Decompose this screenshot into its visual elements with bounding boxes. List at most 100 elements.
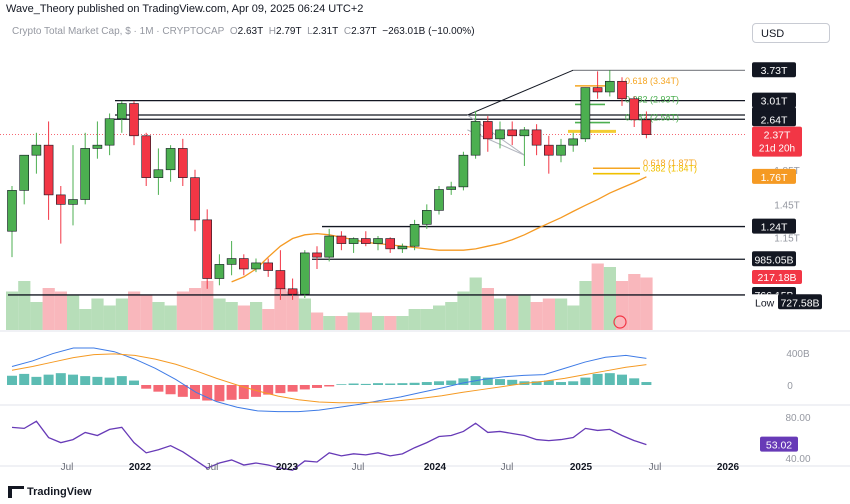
volume-bar bbox=[579, 281, 592, 330]
candle-body bbox=[68, 199, 78, 205]
volume-bar bbox=[115, 298, 128, 330]
candle-body bbox=[43, 144, 54, 196]
macd-histogram-bar bbox=[31, 376, 42, 385]
low-value: 2.31T bbox=[312, 26, 339, 37]
candle-body bbox=[385, 238, 396, 250]
fib-level-label: 0.618 (3.34T) bbox=[625, 76, 679, 86]
macd-histogram-bar bbox=[165, 385, 176, 395]
fib-zone bbox=[568, 129, 616, 133]
low-label: L bbox=[307, 26, 313, 37]
candle-body bbox=[202, 219, 212, 279]
macd-histogram-bar bbox=[531, 381, 542, 385]
macd-line bbox=[11, 347, 647, 413]
volume-bar bbox=[18, 281, 31, 330]
fib-level-label: 0.618 (1.87T) bbox=[643, 158, 697, 168]
fib-level-label: 0.382 (2.58T) bbox=[625, 113, 679, 123]
macd-histogram-bar bbox=[177, 385, 188, 397]
candle-body bbox=[299, 252, 310, 295]
volume-bar bbox=[311, 312, 324, 330]
macd-histogram-bar bbox=[299, 385, 310, 390]
level-price-label: 3.01T bbox=[761, 96, 788, 108]
volume-bar bbox=[494, 298, 507, 330]
time-axis-tick: 2022 bbox=[129, 462, 152, 473]
low-label: Low bbox=[755, 297, 775, 309]
candle-body bbox=[617, 80, 627, 100]
macd-histogram-bar bbox=[641, 382, 652, 385]
candle-body bbox=[214, 264, 225, 279]
candle-body bbox=[458, 154, 469, 188]
volume-bar bbox=[286, 291, 299, 330]
macd-histogram-bar bbox=[385, 383, 396, 385]
volume-bar bbox=[616, 281, 629, 330]
level-price-label: 2.64T bbox=[761, 114, 788, 126]
candle-body bbox=[287, 288, 298, 295]
open-label: O bbox=[229, 26, 238, 37]
volume-label-box bbox=[752, 270, 802, 284]
low-price-box bbox=[778, 294, 822, 310]
fib-level-label: 0.382 (1.84T) bbox=[643, 164, 697, 174]
ema-price-label-box bbox=[752, 168, 796, 184]
volume-bar bbox=[201, 281, 214, 330]
ema-price-label: 1.76T bbox=[761, 172, 788, 184]
volume-bar bbox=[347, 312, 360, 330]
time-axis-tick: 2023 bbox=[276, 462, 299, 473]
time-axis-tick: Jul bbox=[501, 462, 514, 473]
candle-body bbox=[7, 190, 17, 232]
volume-bar bbox=[603, 267, 616, 330]
macd-histogram-bar bbox=[604, 373, 615, 385]
macd-histogram-bar bbox=[336, 384, 347, 385]
macd-histogram-bar bbox=[68, 374, 78, 385]
rsi-value-box bbox=[760, 436, 798, 452]
macd-histogram-bar bbox=[592, 373, 603, 385]
time-axis-tick: 2024 bbox=[424, 462, 447, 473]
currency-button[interactable]: USD bbox=[752, 23, 830, 43]
macd-histogram-bar bbox=[617, 374, 627, 385]
volume-bar bbox=[250, 302, 263, 330]
volume-bar bbox=[420, 309, 433, 330]
macd-histogram-bar bbox=[568, 381, 579, 385]
macd-histogram-bar bbox=[129, 380, 139, 385]
candle-body bbox=[519, 129, 530, 137]
level-price-label-box bbox=[752, 251, 796, 267]
volume-bar bbox=[164, 305, 177, 330]
countdown-label: 21d 20h bbox=[759, 144, 795, 155]
candle-body bbox=[190, 177, 200, 221]
macd-histogram-bar bbox=[409, 382, 420, 385]
volume-bar bbox=[262, 309, 275, 330]
macd-histogram-bar bbox=[153, 385, 164, 392]
candle-body bbox=[178, 148, 188, 178]
macd-histogram-bar bbox=[19, 373, 30, 385]
macd-histogram-bar bbox=[7, 375, 17, 385]
candle-body bbox=[360, 238, 371, 244]
volume-bar bbox=[213, 298, 226, 330]
time-axis-tick: Jul bbox=[61, 462, 74, 473]
low-price-label: 727.58B bbox=[780, 297, 819, 309]
volume-bar bbox=[128, 291, 141, 330]
low-label-box bbox=[752, 294, 778, 310]
macd-histogram-bar bbox=[373, 383, 383, 385]
macd-histogram-bar bbox=[360, 383, 371, 385]
fib-level-label: 0.382 (2.93T) bbox=[625, 94, 679, 104]
volume-bar bbox=[542, 298, 555, 330]
candle-body bbox=[348, 238, 359, 244]
volume-bar bbox=[628, 274, 641, 330]
rsi-line bbox=[11, 420, 647, 471]
ema-line bbox=[231, 176, 647, 283]
high-price-label: 3.73T bbox=[761, 65, 788, 77]
rsi-axis-tick: 40.00 bbox=[785, 454, 810, 465]
time-axis-tick: Jul bbox=[649, 462, 662, 473]
candle-body bbox=[421, 210, 432, 225]
candle-body bbox=[629, 98, 640, 121]
price-chart[interactable]: 0.618 (3.34T) 0.382 (2.93T) 0.382 (2.58T) 0… bbox=[0, 0, 850, 486]
macd-histogram-bar bbox=[263, 385, 274, 395]
candle-body bbox=[55, 194, 66, 205]
candle-body bbox=[104, 118, 115, 146]
price-axis-tick: 1.45T bbox=[774, 200, 800, 211]
volume-bar bbox=[91, 298, 104, 330]
time-axis-tick: Jul bbox=[206, 462, 219, 473]
flash-icon bbox=[613, 315, 627, 329]
macd-histogram-bar bbox=[104, 377, 115, 385]
candle-body bbox=[226, 258, 237, 265]
volume-bar bbox=[140, 295, 153, 330]
candle-body bbox=[495, 129, 505, 140]
